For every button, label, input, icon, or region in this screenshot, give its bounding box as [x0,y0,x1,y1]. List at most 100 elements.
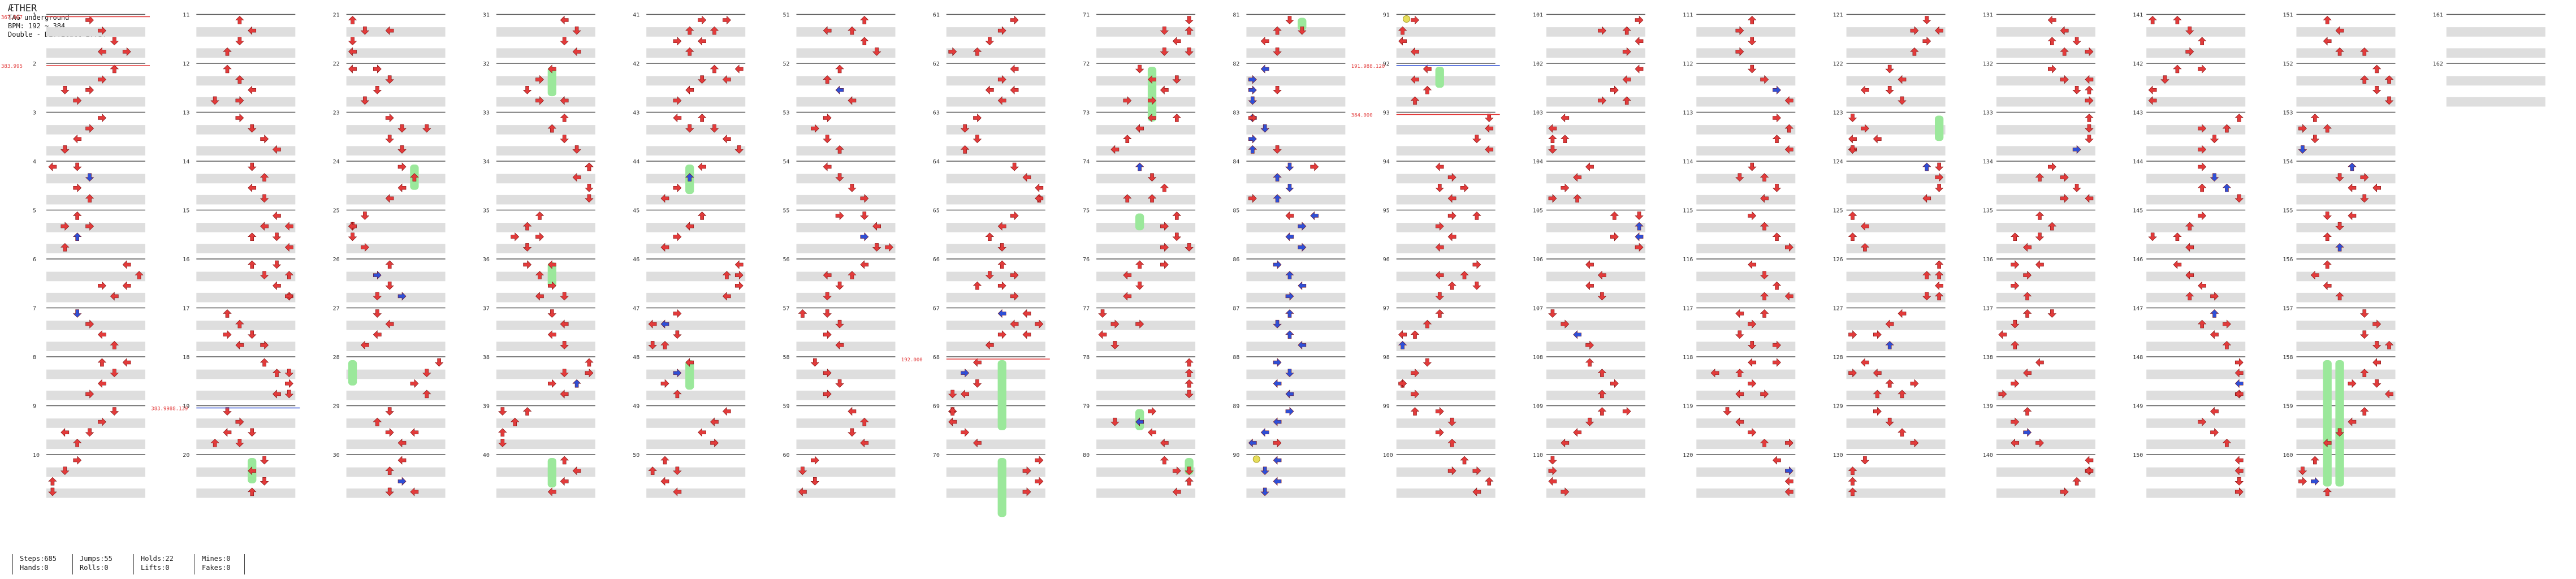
beat-shade [1396,97,1496,107]
beat-shade [1396,418,1496,428]
step-arrow [547,487,556,496]
step-arrow [235,439,244,447]
step-arrow [973,47,982,56]
step-arrow [2197,183,2207,192]
measure-number: 10 [33,452,40,459]
measure-number: 94 [1383,159,1390,165]
beat-shade [946,467,1045,477]
step-arrow [860,211,869,220]
step-arrow [2198,417,2207,426]
beat-shade [196,321,296,330]
step-arrow [1910,438,1919,448]
step-arrow [248,124,257,133]
beat-shade [346,390,446,400]
step-arrow [1748,260,1757,269]
beat-shade [1096,223,1196,232]
step-arrow [1285,162,1294,171]
step-arrow [673,232,682,241]
step-arrow [2310,114,2320,122]
step-arrow [673,390,682,399]
beat-shade [946,48,1045,58]
step-arrow [2372,379,2381,388]
beat-shade [1996,439,2095,449]
beat-shade [646,244,746,253]
step-arrow [2035,211,2045,220]
beat-shade [946,271,1045,282]
step-arrow [2210,292,2219,301]
step-arrow [272,260,282,269]
step-arrow [1447,232,1456,241]
beat-shade [946,369,1045,379]
hold-note [547,67,556,97]
step-arrow [1423,358,1432,367]
step-arrow [522,222,532,231]
step-arrow [1172,114,1182,122]
measure-number: 110 [1533,452,1543,459]
measure-number: 3 [33,110,36,116]
measure-number: 106 [1533,257,1543,263]
beat-shade [1996,488,2095,498]
step-arrow [810,477,820,486]
beat-shade [1846,342,1946,351]
step-arrow [1773,340,1781,350]
beat-shade [46,195,145,205]
measure-number: 73 [1083,110,1090,116]
beat-shade [196,244,296,253]
step-arrow [673,330,682,339]
step-arrow [1622,26,1631,35]
step-arrow [1935,172,1944,182]
step-arrow [835,379,844,388]
step-arrow [2048,162,2056,171]
step-arrow [548,379,556,388]
measure-number: 81 [1233,12,1239,19]
step-arrow [811,124,819,133]
step-arrow [823,135,832,144]
measure-number: 121 [1833,12,1843,19]
step-arrow [1172,211,1182,220]
step-arrow [648,341,657,349]
step-arrow [1735,330,1744,339]
step-arrow [1910,379,1919,388]
beat-shade [1846,390,1946,400]
step-arrow [223,64,232,74]
step-arrow [1147,173,1157,182]
step-arrow [961,368,970,378]
song-title: ÆTHER [8,3,37,14]
step-arrow [2035,260,2044,269]
measure-number: 40 [483,452,490,459]
measure-number: 56 [783,257,790,263]
beat-shade [1846,174,1946,184]
step-arrow [1748,379,1757,388]
step-arrow [1123,96,1132,105]
beat-shade [1996,125,2095,135]
step-arrow [2323,124,2332,133]
beat-shade [1696,369,1796,379]
step-arrow [1585,281,1594,290]
step-arrow [2023,243,2032,252]
beat-shade [946,418,1045,428]
beat-shade [1396,369,1496,379]
step-arrow [1885,85,1894,94]
step-arrow [373,270,382,280]
beat-shade [796,292,896,303]
beat-shade [1696,174,1796,184]
step-arrow [1922,194,1931,203]
step-arrow [260,456,269,465]
measure-number: 46 [633,257,639,263]
beat-shade [1096,292,1196,303]
step-arrow [373,309,382,318]
step-arrow [498,439,507,447]
step-arrow [1460,183,1469,192]
step-arrow [1135,64,1144,74]
beat-shade [196,195,296,205]
step-arrow [2085,47,2094,57]
step-arrow [997,222,1006,231]
step-arrow [98,379,106,388]
bpm-change-label: 192.000 [901,357,923,363]
step-arrow [985,232,995,241]
beat-shade [346,418,446,428]
step-arrow [373,417,382,426]
measure-number: 38 [483,355,490,361]
step-arrow [2022,292,2032,301]
hold-note [348,360,357,386]
